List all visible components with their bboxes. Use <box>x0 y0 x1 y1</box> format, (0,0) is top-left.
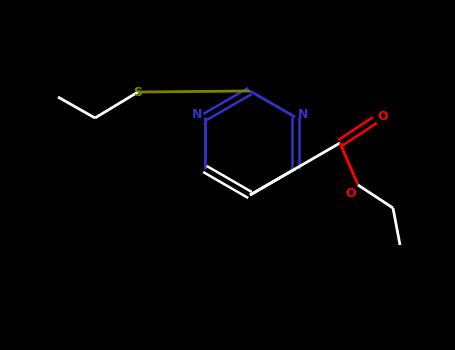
Text: N: N <box>298 108 308 121</box>
Text: N: N <box>192 108 202 121</box>
Text: O: O <box>345 187 356 200</box>
Text: S: S <box>133 85 142 98</box>
Text: O: O <box>377 111 388 124</box>
